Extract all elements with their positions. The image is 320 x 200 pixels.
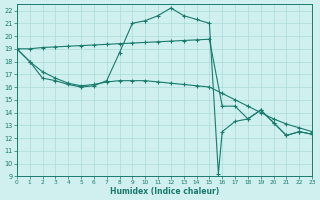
X-axis label: Humidex (Indice chaleur): Humidex (Indice chaleur) bbox=[110, 187, 219, 196]
